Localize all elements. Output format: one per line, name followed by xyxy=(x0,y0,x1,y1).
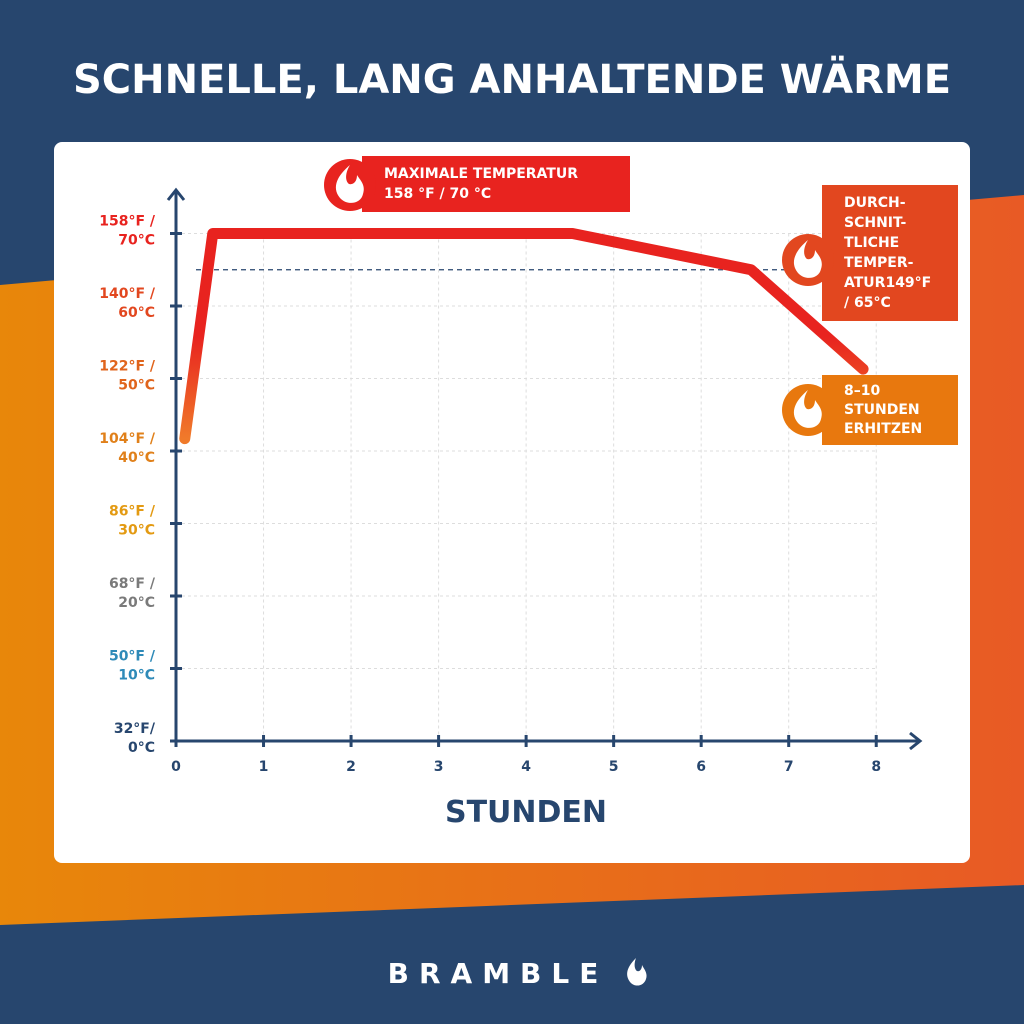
y-tick-label: 122°F /50°C xyxy=(99,359,156,394)
y-tick-label: 32°F/0°C xyxy=(114,721,156,756)
y-axis xyxy=(166,187,186,741)
chart-panel xyxy=(54,142,970,863)
flame-icon xyxy=(335,165,364,203)
y-tick-label: 104°F /40°C xyxy=(99,431,156,466)
annotation-text: ATUR149°F xyxy=(844,275,931,291)
flame-icon xyxy=(793,240,822,278)
x-tick-label: 1 xyxy=(259,759,269,775)
annotation-box xyxy=(362,156,630,212)
y-tick-label: 86°F /30°C xyxy=(109,504,156,539)
x-tick-label: 5 xyxy=(609,759,619,775)
x-tick-label: 6 xyxy=(696,759,706,775)
brand: BRAMBLE xyxy=(388,957,609,990)
flame-icon xyxy=(793,390,822,428)
annotation-text: MAXIMALE TEMPERATUR xyxy=(384,166,578,182)
annotation-text: 8–10 xyxy=(844,383,880,399)
x-tick-label: 3 xyxy=(434,759,444,775)
y-tick-label: 158°F /70°C xyxy=(99,214,156,249)
annotation-text: / 65°C xyxy=(844,295,891,311)
x-tick-label: 0 xyxy=(171,759,181,775)
brand-flame xyxy=(627,958,647,986)
annotation-text: STUNDEN xyxy=(844,402,920,418)
x-tick-label: 7 xyxy=(784,759,794,775)
annotation-box xyxy=(822,185,958,321)
x-axis-title: STUNDEN xyxy=(445,795,607,830)
chart-title: SCHNELLE, LANG ANHALTENDE WÄRME xyxy=(73,55,951,103)
annotation-text: TEMPER- xyxy=(844,255,914,271)
annotation-text: 158 °F / 70 °C xyxy=(384,186,491,202)
annotation-text: DURCH- xyxy=(844,195,906,211)
annotation-box xyxy=(822,375,958,445)
annotation-text: TLICHE xyxy=(844,235,899,251)
y-tick-label: 68°F /20°C xyxy=(109,576,156,611)
annotation-text: ERHITZEN xyxy=(844,421,922,437)
x-tick-label: 2 xyxy=(346,759,356,775)
annotation-text: SCHNIT- xyxy=(844,215,906,231)
x-tick-label: 8 xyxy=(871,759,881,775)
line xyxy=(179,228,869,445)
x-tick-label: 4 xyxy=(521,759,531,775)
y-tick-label: 50°F /10°C xyxy=(109,649,156,684)
x-axis xyxy=(176,731,923,751)
y-tick-label: 140°F /60°C xyxy=(99,286,156,321)
